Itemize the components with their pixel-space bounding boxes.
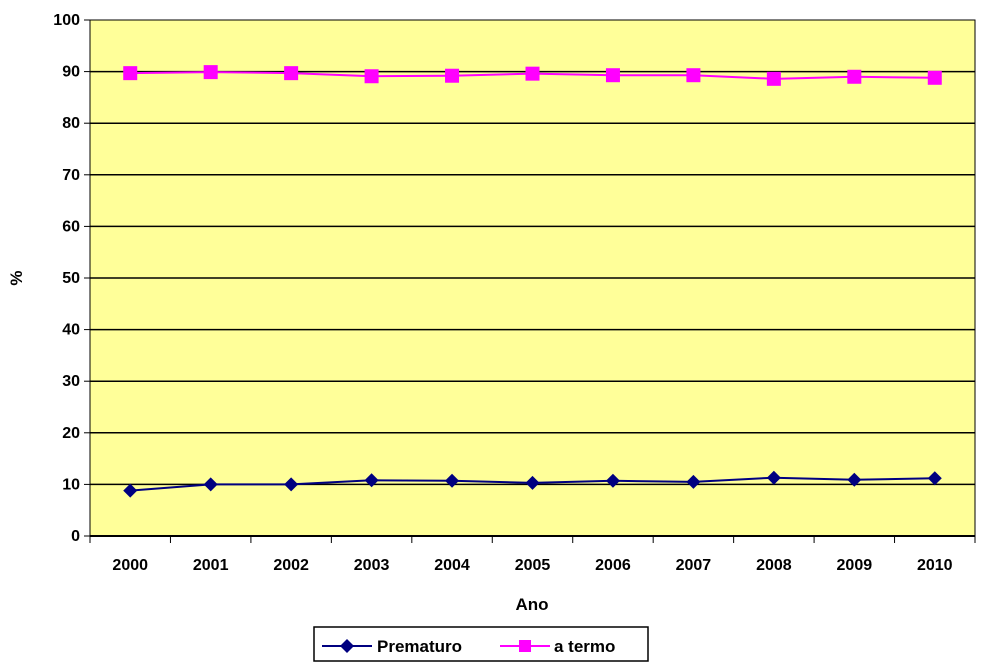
- data-point-diamond: [364, 473, 379, 488]
- data-point-diamond: [203, 477, 218, 492]
- x-tick-label: 2004: [434, 557, 470, 574]
- x-tick-label: 2010: [917, 557, 953, 574]
- y-tick-label: 10: [62, 476, 80, 493]
- y-tick-label: 50: [62, 270, 80, 287]
- y-tick-label: 20: [62, 425, 80, 442]
- y-tick-label: 70: [62, 167, 80, 184]
- legend-marker-diamond: [340, 639, 354, 653]
- data-point-square: [445, 68, 460, 83]
- y-axis-title: %: [7, 270, 26, 285]
- x-tick-label: 2000: [112, 557, 148, 574]
- data-point-diamond: [847, 472, 862, 487]
- y-tick-label: 40: [62, 322, 80, 339]
- data-point-diamond: [605, 473, 620, 488]
- tick-labels: 0 10 20 30 40 50 60 70 80 90 100 2000 2001 2002 2003 20…: [53, 12, 952, 574]
- data-point-square: [927, 70, 942, 85]
- data-point-diamond: [525, 475, 540, 490]
- y-tick-label: 90: [62, 64, 80, 81]
- x-tick-label: 2003: [354, 557, 390, 574]
- legend-box: [313, 626, 649, 662]
- x-tick-label: 2009: [837, 557, 873, 574]
- x-tick-label: 2002: [273, 557, 309, 574]
- data-point-square: [364, 69, 379, 84]
- legend-label-a-termo: a termo: [554, 637, 615, 656]
- y-tick-label: 30: [62, 373, 80, 390]
- x-tick-label: 2006: [595, 557, 631, 574]
- y-tick-label: 0: [71, 528, 80, 545]
- y-tick-label: 80: [62, 115, 80, 132]
- y-tick-label: 100: [53, 12, 80, 29]
- data-point-square: [123, 66, 138, 81]
- data-point-square: [525, 66, 540, 81]
- series-group: [123, 65, 942, 498]
- data-point-square: [847, 69, 862, 84]
- x-tick-label: 2001: [193, 557, 229, 574]
- x-tick-label: 2007: [676, 557, 712, 574]
- data-point-diamond: [686, 474, 701, 489]
- data-point-diamond: [927, 471, 942, 486]
- data-point-diamond: [284, 477, 299, 492]
- data-point-square: [284, 66, 299, 81]
- data-point-diamond: [445, 473, 460, 488]
- data-point-diamond: [766, 470, 781, 485]
- data-point-square: [605, 68, 620, 83]
- data-point-square: [203, 65, 218, 80]
- data-point-square: [766, 71, 781, 86]
- legend-label-prematuro: Prematuro: [377, 637, 462, 656]
- data-point-diamond: [123, 483, 138, 498]
- x-tick-label: 2008: [756, 557, 792, 574]
- legend: Prematuro a termo: [313, 626, 649, 662]
- x-axis-title: Ano: [515, 595, 548, 614]
- y-tick-label: 60: [62, 218, 80, 235]
- x-tick-label: 2005: [515, 557, 551, 574]
- axes: [84, 19, 976, 543]
- legend-marker-square: [519, 640, 531, 652]
- data-point-square: [686, 68, 701, 83]
